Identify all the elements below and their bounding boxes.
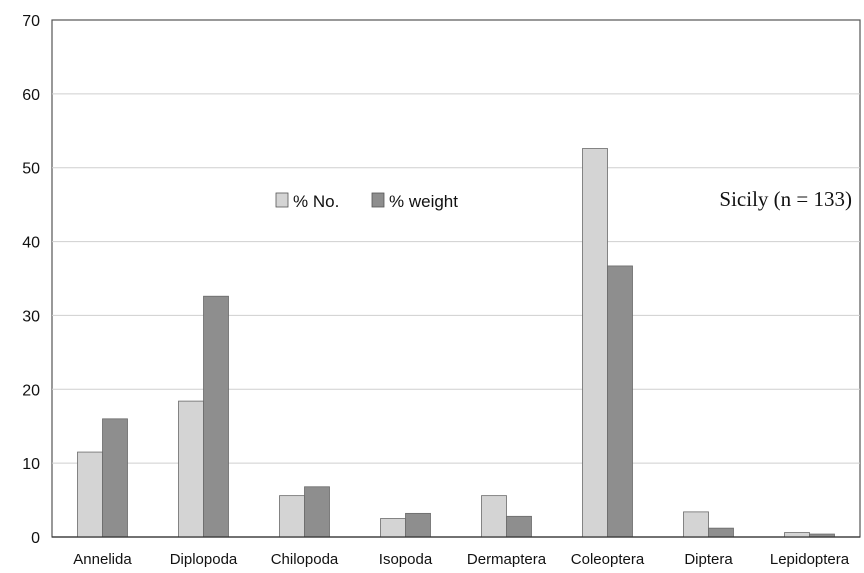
bar-weight-diplopoda (203, 295, 229, 538)
legend: % No. % weight (275, 192, 458, 211)
bar-weight-diptera (708, 527, 734, 538)
bar-weight-coleoptera (607, 265, 633, 538)
legend-label-weight: % weight (389, 192, 458, 211)
y-tick-label: 60 (22, 87, 40, 104)
y-tick-label: 50 (22, 161, 40, 178)
y-tick-label: 70 (22, 13, 40, 30)
bar-weight-annelida (102, 418, 128, 538)
bar-weight-isopoda (405, 512, 431, 538)
bar-no-diplopoda (178, 400, 204, 538)
y-axis-ticks: 0 10 20 30 40 50 60 70 (22, 13, 40, 547)
y-tick-label: 20 (22, 382, 40, 399)
x-tick-label: Dermaptera (467, 551, 547, 568)
bar-no-lepidoptera (784, 532, 810, 538)
legend-swatch-weight (371, 192, 385, 208)
legend-label-no: % No. (293, 192, 339, 211)
x-axis-labels: Annelida Diplopoda Chilopoda Isopoda Dermapt… (73, 551, 849, 568)
bar-no-annelida (77, 451, 103, 538)
plot-area (51, 19, 861, 538)
y-tick-label: 40 (22, 235, 40, 252)
y-tick-label: 0 (31, 530, 40, 547)
y-tick-label: 30 (22, 308, 40, 325)
grid-lines (52, 93, 860, 464)
bar-no-chilopoda (279, 495, 305, 538)
legend-swatch-no (275, 192, 289, 208)
x-tick-label: Coleoptera (571, 551, 645, 568)
x-tick-label: Diptera (684, 551, 733, 568)
bar-no-dermaptera (481, 495, 507, 538)
x-tick-label: Isopoda (379, 551, 433, 568)
y-tick-label: 10 (22, 456, 40, 473)
bars (77, 148, 835, 538)
bar-no-coleoptera (582, 148, 608, 538)
bar-no-diptera (683, 511, 709, 538)
x-tick-label: Chilopoda (271, 551, 339, 568)
x-tick-label: Lepidoptera (770, 551, 850, 568)
bar-weight-dermaptera (506, 515, 532, 538)
bar-no-isopoda (380, 518, 406, 538)
sample-annotation: Sicily (n = 133) (719, 187, 852, 211)
x-tick-label: Annelida (73, 551, 132, 568)
x-tick-label: Diplopoda (170, 551, 238, 568)
bar-weight-chilopoda (304, 486, 330, 538)
